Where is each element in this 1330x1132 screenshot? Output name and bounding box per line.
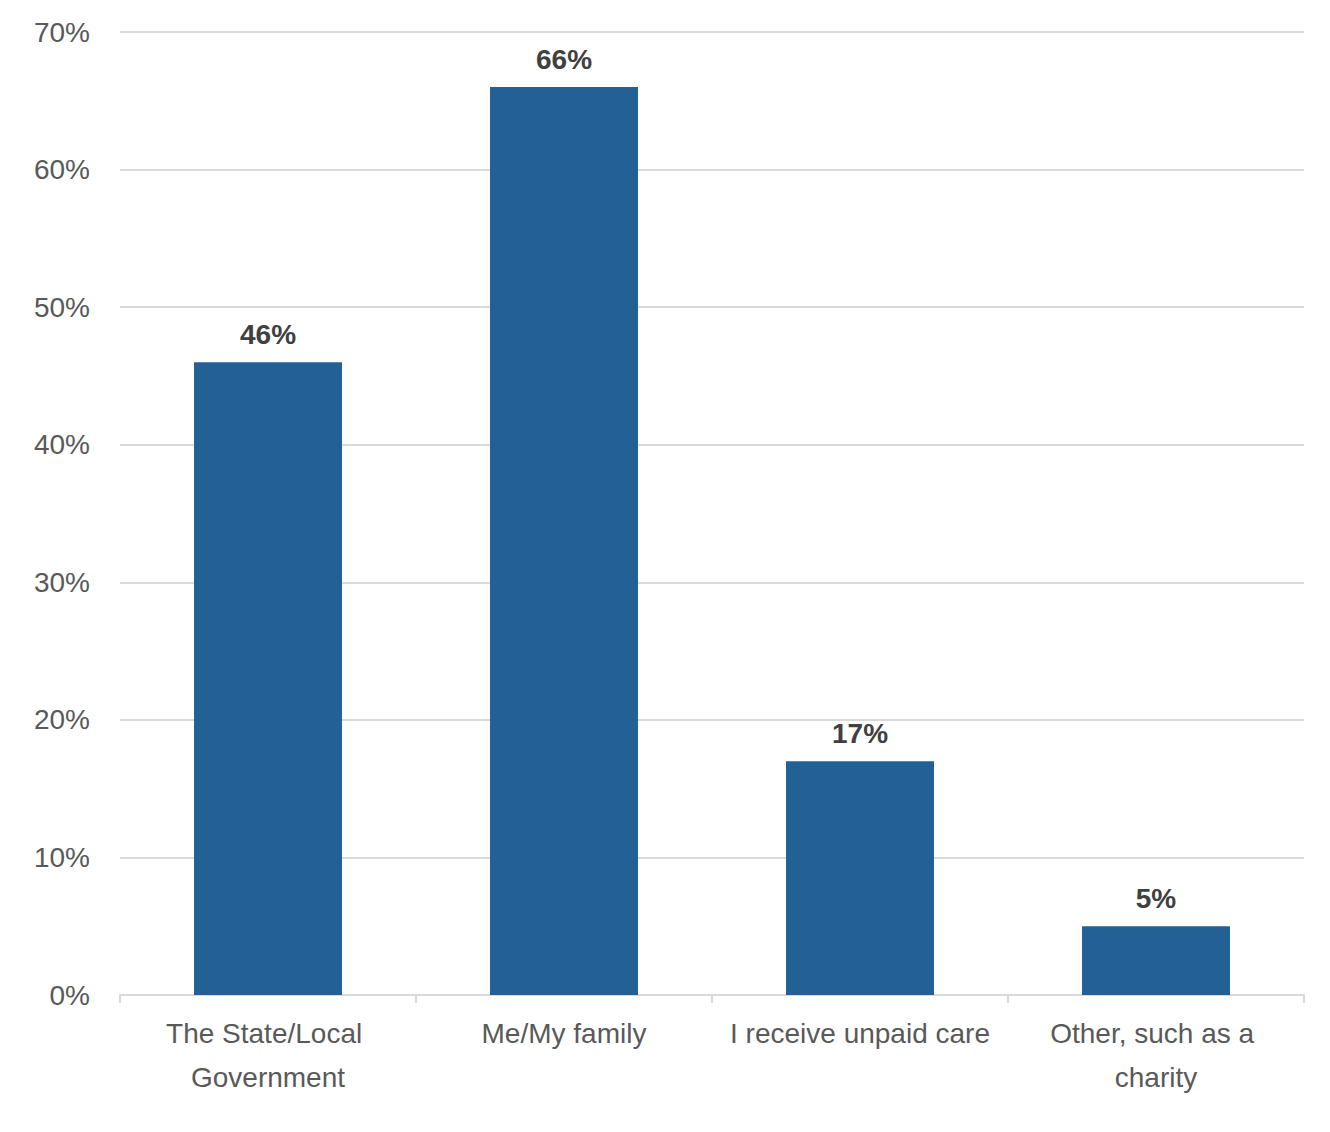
svg-text:0%: 0% xyxy=(50,980,90,1011)
svg-text:66%: 66% xyxy=(536,44,592,75)
svg-text:I receive unpaid care: I receive unpaid care xyxy=(730,1018,990,1049)
svg-text:Other, such as a: Other, such as a xyxy=(1050,1018,1262,1049)
svg-text:17%: 17% xyxy=(832,718,888,749)
svg-text:Me/My family: Me/My family xyxy=(482,1018,647,1049)
svg-text:70%: 70% xyxy=(34,17,90,48)
svg-text:40%: 40% xyxy=(34,429,90,460)
svg-text:5%: 5% xyxy=(1136,883,1177,914)
svg-text:30%: 30% xyxy=(34,567,90,598)
svg-text:Government: Government xyxy=(191,1062,345,1093)
svg-text:charity: charity xyxy=(1115,1062,1197,1093)
svg-text:50%: 50% xyxy=(34,292,90,323)
svg-text:60%: 60% xyxy=(34,154,90,185)
svg-text:46%: 46% xyxy=(240,319,296,350)
svg-text:20%: 20% xyxy=(34,704,90,735)
svg-text:The State/Local: The State/Local xyxy=(166,1018,370,1049)
svg-text:10%: 10% xyxy=(34,842,90,873)
